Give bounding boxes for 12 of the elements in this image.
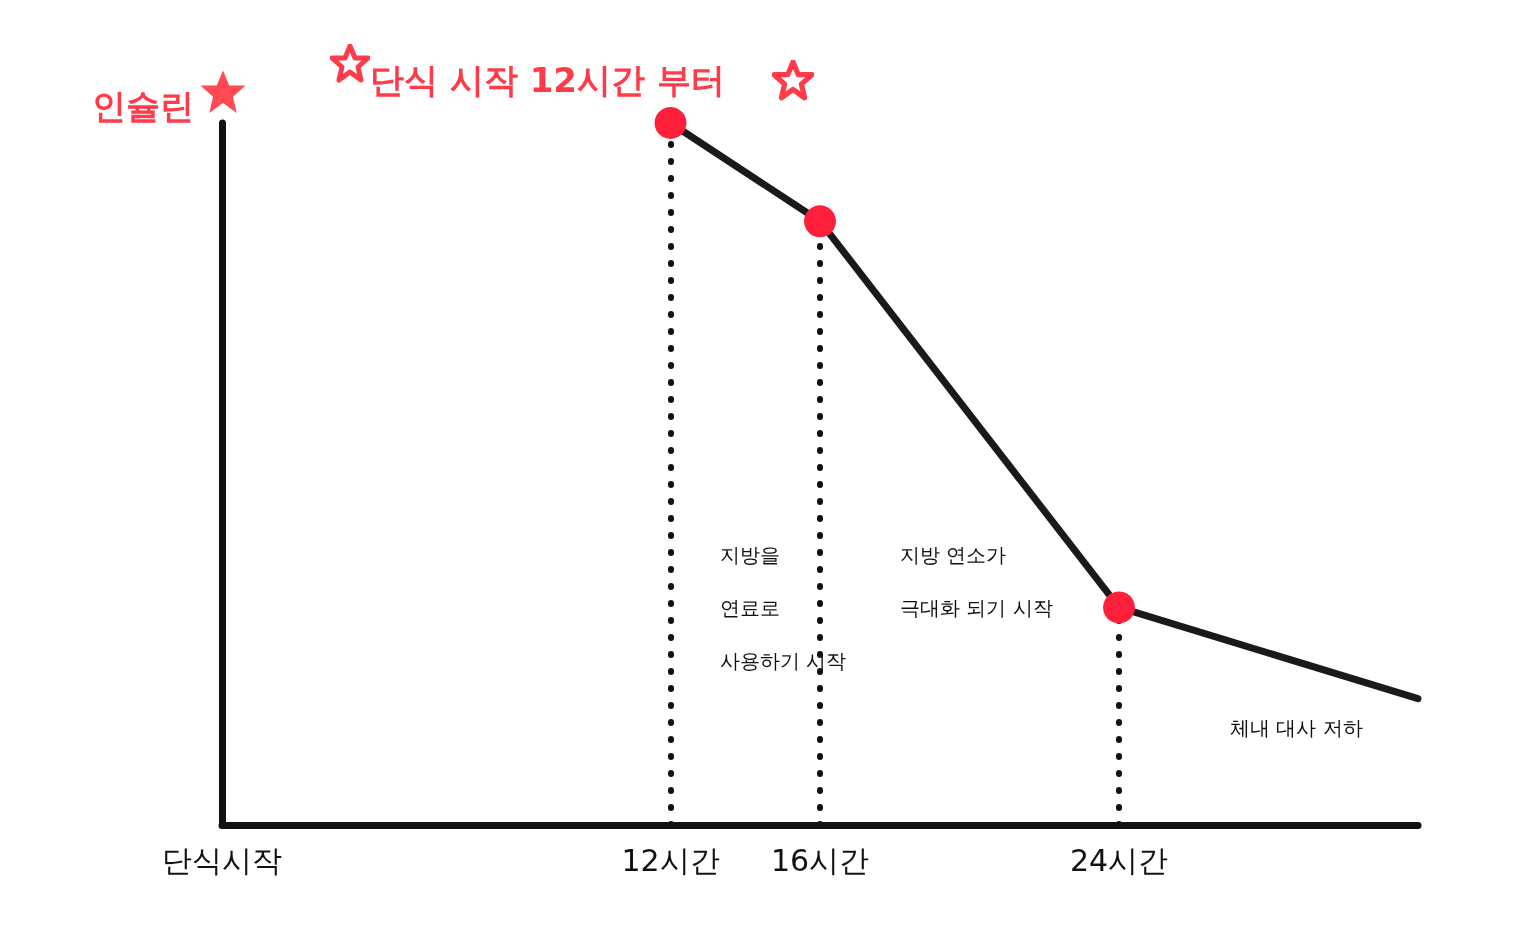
x-tick-label: 24시간 xyxy=(1069,842,1169,878)
x-tick-label: 12시간 xyxy=(621,842,720,878)
annotation: 연료로 xyxy=(720,596,780,620)
annotation: 지방을 xyxy=(720,543,780,567)
x-tick-label: 16시간 xyxy=(770,842,870,878)
chart-title: 단식 시작 12시간 부터 xyxy=(370,60,725,100)
y-axis-title: 인슐린 xyxy=(92,86,194,126)
annotation: 극대화 되기 시작 xyxy=(900,596,1053,620)
annotation: 체내 대사 저하 xyxy=(1230,716,1363,740)
annotation: 지방 연소가 xyxy=(900,543,1007,567)
annotation: 사용하기 시작 xyxy=(720,649,847,673)
x-tick-label: 단식시작 xyxy=(162,842,282,878)
